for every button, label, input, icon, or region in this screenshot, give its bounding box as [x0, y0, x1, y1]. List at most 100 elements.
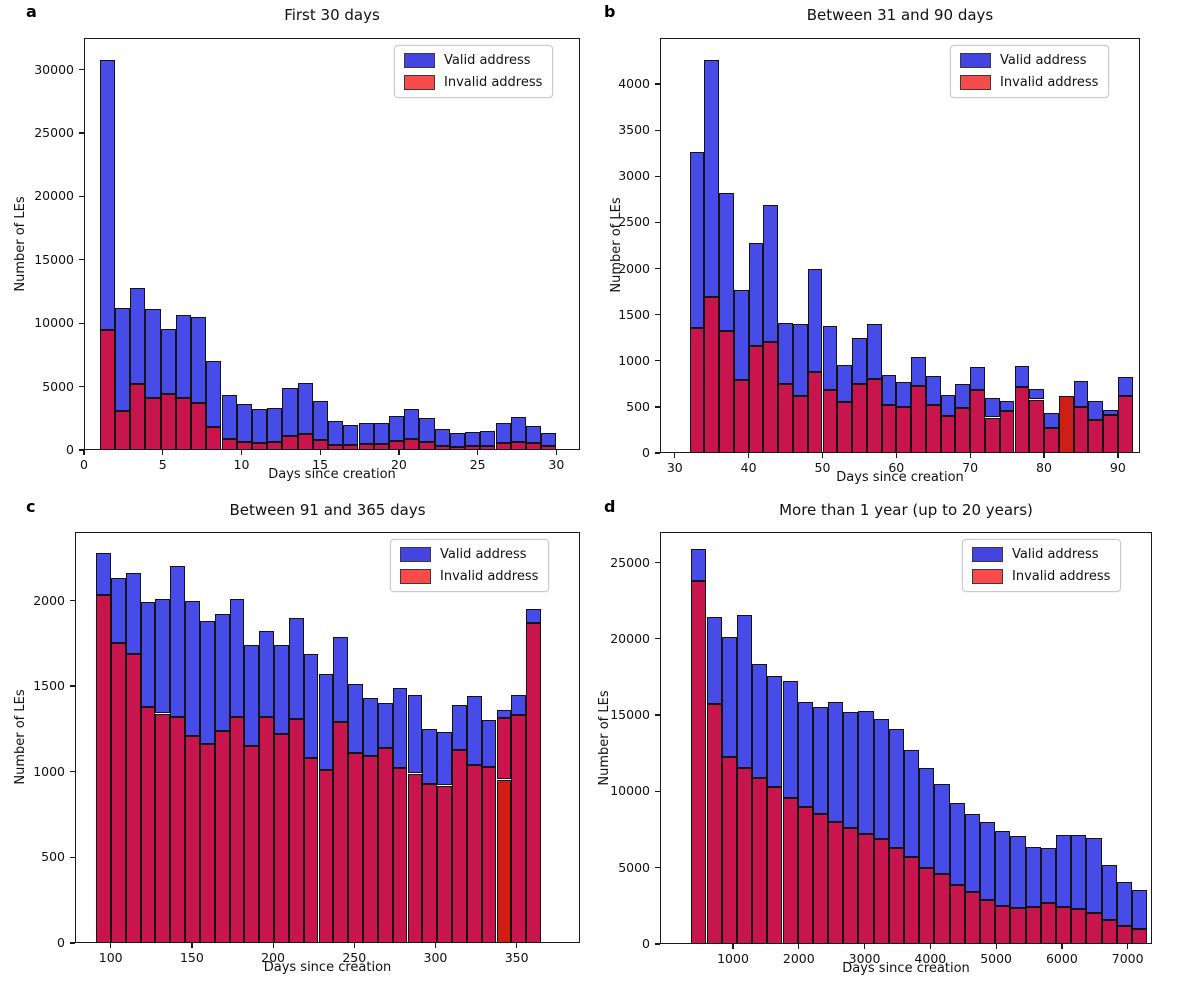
bar-segment-invalid	[496, 717, 512, 780]
bar-segment-valid	[691, 548, 707, 581]
bar-segment-valid	[888, 728, 904, 849]
bar-segment-valid	[318, 674, 334, 770]
legend-label-valid: Valid address	[1000, 53, 1087, 68]
valid-color-swatch-icon	[960, 53, 991, 68]
x-tick-label: 4000	[914, 951, 947, 966]
bar-segment-valid	[1071, 835, 1087, 909]
bar-segment-valid	[767, 675, 783, 787]
y-tick-mark	[655, 790, 660, 793]
bar-segment-valid	[343, 425, 359, 445]
bar-segment-valid	[419, 418, 435, 442]
panel-d-legend: Valid address Invalid address	[962, 539, 1122, 592]
bar-segment-valid	[185, 600, 200, 736]
x-tick-label: 150	[179, 950, 204, 965]
bar-segment-valid	[407, 694, 423, 774]
x-tick-label: 350	[504, 950, 529, 965]
x-tick-mark	[555, 450, 558, 455]
x-tick-mark	[995, 944, 997, 949]
y-tick-label: 500	[626, 398, 650, 414]
y-tick-label: 10000	[610, 783, 650, 799]
bar-segment-valid	[1010, 836, 1026, 909]
x-tick-mark	[477, 450, 479, 455]
bar-segment-valid	[955, 384, 971, 409]
x-tick-label: 5000	[980, 951, 1013, 966]
x-tick-mark	[1043, 453, 1045, 458]
legend-row-invalid: Invalid address	[400, 568, 538, 585]
y-tick-label: 0	[642, 445, 650, 460]
bar-segment-valid	[721, 636, 737, 757]
bar-segment-valid	[297, 382, 313, 434]
x-tick-label: 100	[98, 950, 123, 965]
bar-segment-valid	[1025, 846, 1041, 907]
x-tick-label: 70	[962, 460, 979, 475]
plot-area	[84, 38, 580, 450]
y-tick-label: 0	[642, 936, 650, 951]
bar-segment-valid	[110, 578, 126, 644]
bar-segment-valid	[229, 598, 245, 717]
bar-segment-valid	[733, 289, 749, 381]
legend-label-invalid: Invalid address	[444, 75, 543, 90]
x-tick-label: 1000	[717, 951, 749, 966]
bar-segment-valid	[934, 784, 950, 875]
legend-row-valid: Valid address	[972, 546, 1110, 563]
x-tick-mark	[272, 943, 274, 948]
bar-segment-valid	[328, 421, 344, 446]
bar-segment-valid	[866, 324, 882, 379]
x-tick-mark	[83, 450, 85, 455]
bar-segment-valid	[130, 287, 146, 384]
plot-area	[660, 532, 1152, 944]
bar-segment-valid	[812, 707, 829, 815]
y-tick-label: 4000	[618, 76, 650, 92]
y-tick-label: 25000	[34, 125, 74, 141]
y-tick-label: 1500	[618, 306, 650, 322]
x-tick-mark	[798, 944, 800, 949]
bar-segment-valid	[911, 357, 926, 387]
x-tick-mark	[110, 943, 112, 948]
y-tick-label: 1000	[33, 763, 65, 779]
y-tick-label: 0	[66, 442, 74, 457]
bar-segment-valid	[526, 609, 541, 623]
x-tick-mark	[674, 453, 676, 458]
bar-segment-valid	[288, 617, 304, 719]
bar-segment-valid	[1088, 401, 1104, 420]
x-tick-label: 0	[80, 457, 88, 472]
legend-row-valid: Valid address	[404, 52, 542, 69]
x-tick-mark	[434, 943, 437, 948]
bar-segment-valid	[1086, 837, 1102, 913]
panel-d-xlabel: Days since creation	[842, 961, 970, 976]
bar-segment-valid	[1029, 389, 1044, 400]
legend-row-invalid: Invalid address	[972, 568, 1110, 585]
bar-segment-valid	[252, 409, 268, 444]
bar-segment-valid	[843, 712, 859, 828]
panel-letter-c: c	[26, 497, 36, 516]
y-tick-mark	[655, 221, 660, 224]
plot-area	[660, 38, 1140, 453]
bar-segment-valid	[925, 376, 941, 406]
bar-segment-valid	[449, 433, 465, 448]
bar-segment-valid	[1073, 381, 1089, 407]
legend-label-invalid: Invalid address	[1000, 75, 1099, 90]
bar-segment-valid	[852, 338, 867, 385]
bar-segment-valid	[704, 59, 720, 297]
y-tick-mark	[655, 714, 660, 716]
legend-label-invalid: Invalid address	[1012, 569, 1111, 584]
bar-segment-valid	[99, 60, 115, 330]
bar-segment-valid	[984, 397, 1000, 418]
bar-segment-valid	[1116, 881, 1132, 926]
y-tick-mark	[655, 943, 660, 945]
y-tick-mark	[79, 259, 84, 261]
y-tick-label: 25000	[610, 554, 650, 570]
bar-segment-valid	[155, 598, 171, 714]
y-tick-label: 15000	[610, 707, 650, 723]
y-tick-mark	[655, 267, 660, 270]
bar-segment-valid	[736, 614, 753, 769]
bar-segment-valid	[873, 718, 889, 839]
bar-segment-valid	[191, 316, 207, 403]
y-tick-label: 5000	[42, 378, 74, 394]
bar-segment-valid	[389, 415, 405, 441]
y-tick-mark	[70, 856, 75, 859]
bar-segment-valid	[480, 430, 496, 446]
y-tick-mark	[655, 638, 660, 640]
bar-segment-valid	[221, 395, 237, 440]
y-tick-mark	[79, 449, 84, 451]
